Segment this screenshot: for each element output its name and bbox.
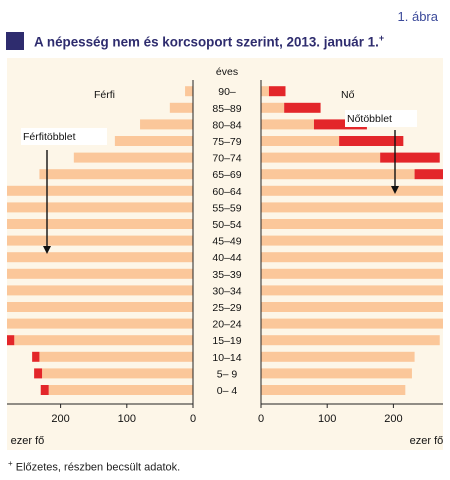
age-label-2: 10–14 — [212, 352, 241, 364]
age-label-10: 50–54 — [212, 219, 241, 231]
bar-female-surplus-13 — [414, 169, 443, 180]
age-label-1: 5– 9 — [217, 368, 238, 380]
bar-male-10 — [7, 219, 194, 229]
title-square-icon — [6, 32, 24, 50]
tick-label-male-0: 0 — [190, 413, 196, 425]
footnote: + Előzetes, részben becsült adatok. — [8, 459, 181, 474]
bar-male-16 — [140, 119, 193, 130]
bar-male-7 — [7, 268, 193, 279]
age-label-17: 85–89 — [212, 103, 241, 115]
tick-label-female-200: 200 — [384, 413, 402, 425]
bar-male-18 — [185, 86, 193, 97]
tick-label-female-100: 100 — [318, 413, 336, 425]
bar-female-surplus-18 — [268, 86, 286, 97]
bar-female-surplus-15 — [339, 136, 404, 146]
male-surplus-arrow-head — [43, 246, 51, 254]
bar-male-surplus-2 — [32, 351, 40, 362]
bar-female-6 — [261, 285, 443, 296]
age-label-12: 60–64 — [212, 186, 241, 198]
bar-female-3 — [261, 335, 440, 346]
age-label-7: 35–39 — [212, 269, 241, 281]
bar-male-surplus-3 — [7, 335, 15, 346]
bar-male-15 — [114, 136, 193, 146]
bar-female-5 — [261, 302, 443, 312]
bar-female-0 — [261, 385, 406, 395]
bar-female-1 — [261, 368, 412, 379]
bar-female-15 — [261, 136, 340, 146]
age-label-0: 0– 4 — [217, 385, 238, 397]
age-label-13: 65–69 — [212, 169, 241, 181]
bar-female-4 — [261, 318, 443, 329]
bar-male-9 — [7, 235, 193, 246]
tick-label-male-200: 200 — [51, 413, 69, 425]
male-surplus-annotation-box — [21, 128, 107, 145]
tick-label-male-100: 100 — [118, 413, 136, 425]
bar-male-4 — [7, 318, 194, 329]
bar-female-7 — [261, 268, 443, 279]
female-label: Nő — [341, 89, 355, 101]
bar-male-3 — [14, 335, 194, 346]
bar-male-17 — [169, 102, 193, 113]
bar-female-10 — [261, 219, 443, 229]
age-label-18: 90– — [218, 86, 236, 98]
bar-female-17 — [261, 102, 285, 113]
age-label-4: 20–24 — [212, 319, 241, 331]
bar-male-13 — [39, 169, 193, 180]
x-axis-label-female: ezer fő — [410, 435, 443, 447]
bar-female-14 — [261, 152, 381, 163]
bar-female-12 — [261, 185, 443, 196]
bar-male-1 — [42, 368, 194, 379]
age-axis-label: éves — [216, 66, 238, 78]
bar-male-14 — [73, 152, 193, 163]
bar-female-surplus-16 — [313, 119, 367, 130]
bar-female-surplus-14 — [380, 152, 440, 163]
age-label-6: 30–34 — [212, 285, 241, 297]
age-label-16: 80–84 — [212, 119, 241, 131]
bar-female-surplus-17 — [284, 102, 321, 113]
age-label-5: 25–29 — [212, 302, 241, 314]
female-surplus-arrow-head — [391, 186, 399, 194]
tick-label-female-0: 0 — [258, 413, 264, 425]
bar-male-0 — [48, 385, 194, 395]
bar-male-2 — [39, 351, 193, 362]
bar-male-surplus-0 — [40, 385, 49, 395]
bar-female-11 — [261, 202, 443, 213]
age-label-14: 70–74 — [212, 153, 241, 165]
bar-male-surplus-1 — [34, 368, 43, 379]
chart-title-text: A népesség nem és korcsoport szerint, 20… — [34, 32, 385, 50]
chart-title: A népesség nem és korcsoport szerint, 20… — [6, 30, 444, 52]
bar-male-11 — [7, 202, 193, 213]
bar-female-18 — [261, 86, 269, 97]
x-axis-label-male: ezer fő — [11, 435, 45, 447]
chart-panel: 0– 4 5– 9 10–14 15–19 20–24 25–29 30–34 35–39 40… — [7, 58, 443, 450]
age-label-8: 40–44 — [212, 252, 241, 264]
age-label-11: 55–59 — [212, 202, 241, 214]
bar-female-16 — [261, 119, 314, 130]
male-surplus-annotation: Férfitöbblet — [23, 131, 76, 143]
female-surplus-annotation: Nőtöbblet — [347, 113, 392, 125]
bar-female-8 — [261, 252, 443, 263]
age-label-9: 45–49 — [212, 236, 241, 248]
bar-female-9 — [261, 235, 443, 246]
bar-female-13 — [261, 169, 415, 180]
age-label-3: 15–19 — [212, 335, 241, 347]
population-pyramid: 0– 4 5– 9 10–14 15–19 20–24 25–29 30–34 35–39 40… — [7, 66, 443, 447]
bar-male-12 — [7, 185, 194, 196]
figure-label: 1. ábra — [397, 9, 438, 24]
bar-male-5 — [7, 302, 193, 312]
bar-male-6 — [7, 285, 193, 296]
bar-male-8 — [7, 252, 194, 263]
bar-female-2 — [261, 351, 415, 362]
male-label: Férfi — [94, 89, 115, 101]
age-label-15: 75–79 — [212, 136, 241, 148]
female-surplus-annotation-box — [345, 110, 417, 127]
